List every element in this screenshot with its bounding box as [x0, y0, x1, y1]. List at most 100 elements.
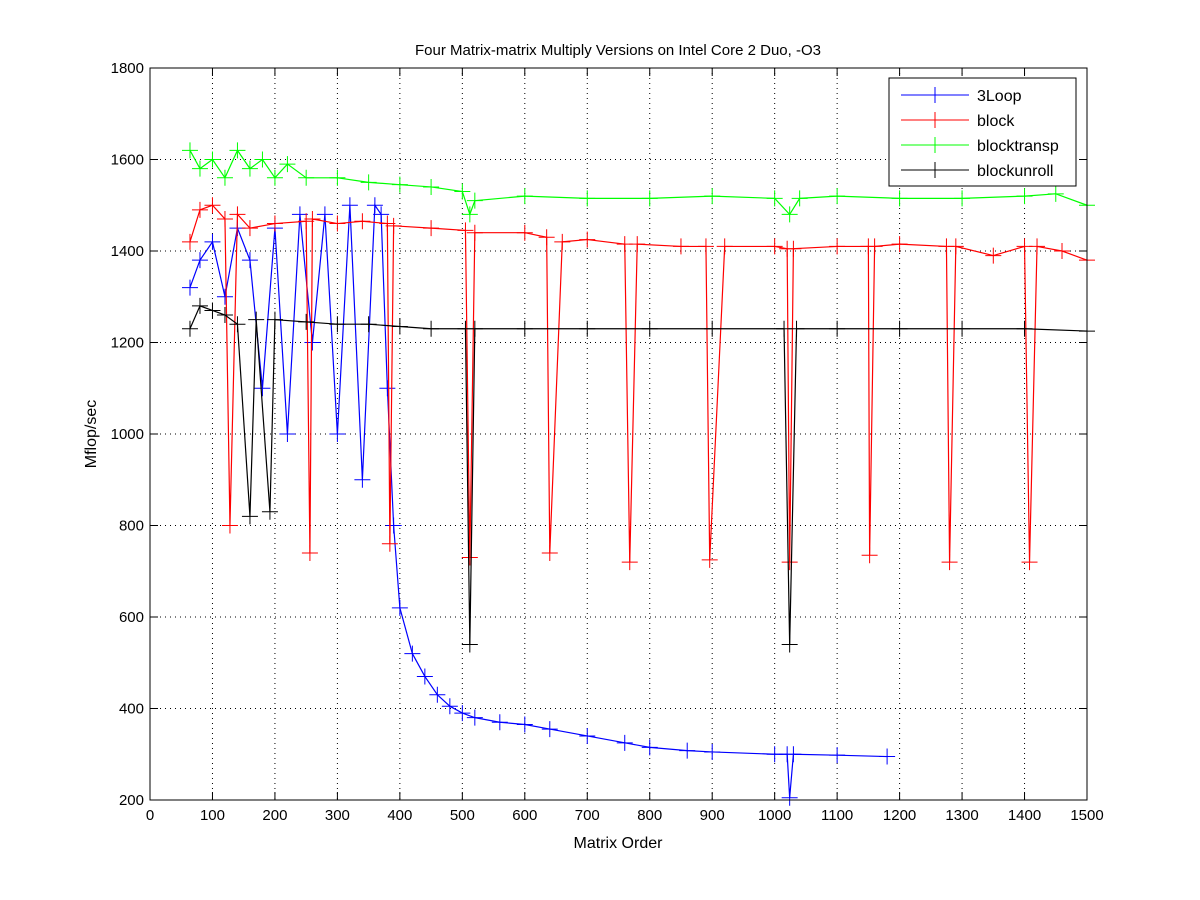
data-point [788, 320, 805, 337]
data-point [298, 213, 315, 230]
x-tick-label: 700 [575, 807, 600, 824]
data-point [229, 206, 246, 223]
data-point [516, 188, 533, 205]
x-tick-label: 1000 [758, 807, 791, 824]
data-point [254, 151, 271, 168]
y-tick-label: 200 [119, 792, 144, 809]
data-point [457, 222, 474, 239]
data-point [404, 645, 421, 662]
data-point [423, 178, 440, 195]
data-point [216, 288, 233, 305]
data-point [954, 190, 971, 207]
data-point [516, 320, 533, 337]
series-line [189, 204, 1088, 563]
data-point [304, 334, 321, 351]
data-point [491, 714, 508, 731]
data-point [360, 316, 377, 333]
data-point [1021, 554, 1038, 571]
data-point [679, 742, 696, 759]
data-point [891, 236, 908, 253]
data-point [279, 426, 296, 442]
legend-entry: blocktransp [977, 138, 1059, 155]
data-point [254, 380, 271, 397]
data-point [181, 142, 198, 159]
data-point [781, 206, 798, 223]
data-point [579, 190, 596, 207]
data-point [866, 238, 883, 255]
data-point [701, 551, 718, 568]
data-point [429, 686, 446, 703]
data-point [423, 320, 440, 337]
data-point [379, 380, 396, 397]
data-point [1029, 238, 1046, 255]
data-point [385, 217, 402, 234]
chart-title: Four Matrix-matrix Multiply Versions on … [415, 42, 821, 59]
data-point [829, 188, 846, 205]
data-point [279, 156, 296, 173]
data-point [373, 206, 390, 223]
data-point [641, 190, 658, 207]
data-point [541, 721, 558, 738]
data-point [360, 174, 377, 191]
data-point [191, 252, 208, 269]
data-point [204, 197, 221, 214]
legend: 3Loop block blocktransp blockunroll [888, 77, 1077, 187]
data-point [391, 318, 408, 335]
data-point [191, 160, 208, 177]
data-point [641, 739, 658, 756]
y-tick-label: 1600 [111, 152, 144, 169]
data-point [181, 279, 198, 296]
data-point [697, 238, 714, 255]
x-tick-label: 900 [700, 807, 725, 824]
data-point [704, 188, 721, 205]
data-point [341, 197, 358, 214]
data-point [461, 206, 478, 223]
data-point [366, 197, 383, 214]
data-point [391, 176, 408, 193]
data-point [1016, 320, 1033, 337]
data-point [248, 311, 265, 328]
x-tick-label: 800 [637, 807, 662, 824]
data-point [298, 313, 315, 330]
x-tick-label: 1400 [1008, 807, 1041, 824]
data-point [579, 727, 596, 744]
data-point [241, 508, 258, 525]
data-point [781, 789, 798, 806]
y-tick-label: 400 [119, 701, 144, 718]
data-point [954, 320, 971, 337]
series-line [189, 305, 1088, 645]
y-tick-label: 600 [119, 609, 144, 626]
data-point [241, 252, 258, 269]
data-point [441, 698, 458, 715]
x-tick-label: 100 [200, 807, 225, 824]
y-tick-label: 1200 [111, 335, 144, 352]
x-tick-label: 400 [387, 807, 412, 824]
data-point [579, 231, 596, 248]
data-point [781, 636, 798, 653]
data-point [716, 238, 733, 255]
data-point [241, 160, 258, 177]
data-point [466, 709, 483, 726]
data-point [766, 238, 783, 255]
x-tick-label: 500 [450, 807, 475, 824]
series-line [189, 203, 888, 798]
data-point [216, 210, 233, 227]
x-axis-label: Matrix Order [574, 835, 664, 852]
data-point [354, 213, 371, 230]
data-point [191, 201, 208, 218]
data-point [947, 238, 964, 255]
data-point [241, 220, 258, 237]
data-point [229, 316, 246, 333]
data-point [266, 311, 283, 328]
data-point [301, 544, 318, 561]
data-point [785, 240, 802, 257]
data-point [629, 236, 646, 253]
data-point [1054, 243, 1071, 259]
data-point [229, 142, 246, 159]
data-point [191, 297, 208, 314]
data-point [381, 535, 398, 552]
data-point [516, 224, 533, 241]
data-point [791, 190, 808, 207]
data-point [1016, 188, 1033, 205]
y-tick-label: 1400 [111, 243, 144, 260]
